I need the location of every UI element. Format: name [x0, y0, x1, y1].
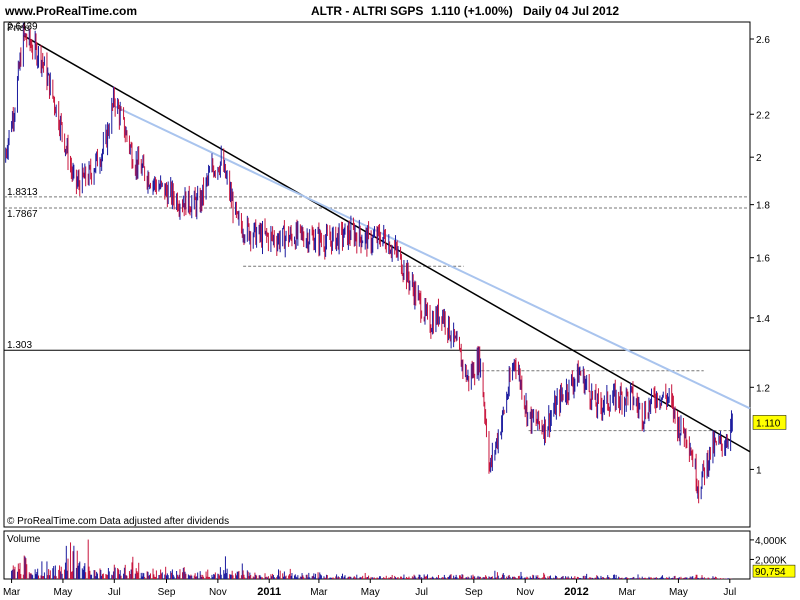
x-tick-label: May: [361, 587, 380, 598]
x-tick-label: Mar: [618, 587, 636, 598]
x-tick-label: Nov: [209, 587, 227, 598]
x-tick-label: Sep: [465, 587, 483, 598]
price-y-tick-label: 1.4: [756, 314, 770, 325]
x-tick-label: May: [53, 587, 72, 598]
x-tick-label: 2012: [564, 586, 588, 598]
last-price-label: 1.110: [756, 418, 781, 429]
price-y-tick-label: 2.6: [756, 35, 770, 46]
volume-last-value-box: [752, 564, 796, 578]
price-y-tick-label: 1.2: [756, 383, 770, 394]
price-change: 1.110 (+1.00%): [431, 4, 513, 18]
price-panel-title: Price: [7, 23, 30, 34]
price-annotations: 2.6439 1.8313 1.7867 1.303 1.110: [7, 21, 787, 430]
x-tick-label: Jul: [415, 587, 428, 598]
x-tick-label: Mar: [3, 587, 21, 598]
x-tick-label: Mar: [310, 587, 328, 598]
x-tick-label: 2011: [257, 586, 281, 598]
volume-y-tick-label: 2,000K: [755, 555, 787, 566]
last-price-box: [752, 415, 787, 430]
x-tick-label: Sep: [158, 587, 176, 598]
chart-period: Daily 04 Jul 2012: [523, 4, 620, 18]
level-label: 1.7867: [7, 209, 38, 220]
x-axis-ticks: Mar May Jul Sep Nov 2011 Mar May Jul Sep Nov 2012 Ma…: [3, 579, 736, 598]
level-label: 1.8313: [7, 187, 38, 198]
site-url[interactable]: www.ProRealTime.com: [5, 4, 138, 18]
volume-last-value-label: 90,754: [755, 567, 786, 578]
volume-panel-frame: [3, 530, 751, 580]
footer-note: © ProRealTime.com Data adjusted after di…: [7, 516, 229, 527]
level-label: 2.6439: [7, 21, 38, 32]
chart-title: ALTR - ALTRI SGPS: [311, 4, 424, 18]
price-bars: [5, 22, 733, 504]
price-y-ticks: 2.6 2.2 2 1.8 1.6 1.4 1.2 1: [750, 35, 770, 476]
x-tick-label: May: [669, 587, 688, 598]
volume-bars: [11, 539, 733, 579]
x-tick-label: Nov: [516, 587, 534, 598]
price-y-tick-label: 2.2: [756, 110, 770, 121]
volume-y-tick-label: 4,000K: [755, 536, 787, 547]
price-y-tick-label: 1.8: [756, 201, 770, 212]
x-tick-label: Jul: [723, 587, 736, 598]
trend-line-lightblue: [113, 105, 751, 410]
x-tick-label: Jul: [108, 587, 121, 598]
trend-lines: [22, 34, 751, 453]
price-panel-frame: [3, 21, 751, 528]
volume-panel-title: Volume: [7, 534, 41, 545]
price-y-tick-label: 1: [756, 465, 762, 476]
trend-line-black: [22, 34, 751, 453]
price-y-tick-label: 2: [756, 153, 762, 164]
level-label: 1.303: [7, 340, 32, 351]
price-y-tick-label: 1.6: [756, 254, 770, 265]
